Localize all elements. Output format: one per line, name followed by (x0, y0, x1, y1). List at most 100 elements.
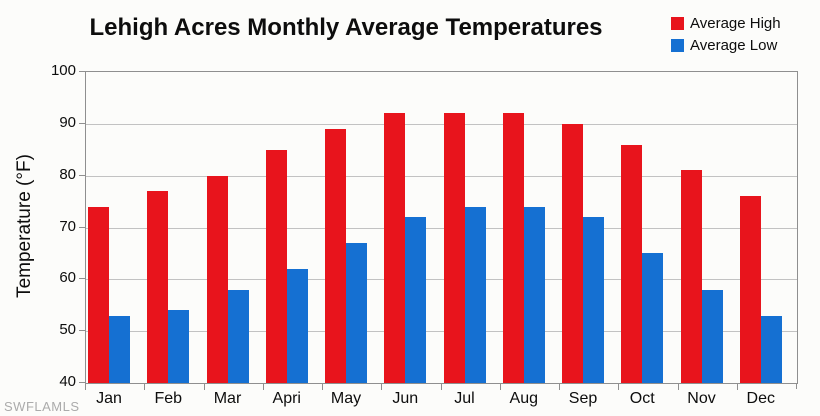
legend: Average High Average Low (671, 14, 781, 58)
x-axis-tick (559, 384, 560, 390)
x-tick-label-may: May (330, 390, 362, 407)
plot-area: Jan Feb Mar Apri May Jun Jul Aug Sep Oct Nov Dec (85, 71, 798, 407)
bar-group-feb: Feb (144, 72, 204, 407)
y-tick-mark-100 (79, 71, 85, 72)
legend-item-average-high: Average High (671, 14, 781, 32)
x-tick-label-apri: Apri (272, 390, 301, 407)
y-tick-mark-70 (79, 226, 85, 228)
x-axis-tick (381, 384, 383, 390)
bar-average-low-aug (523, 206, 545, 383)
bar-group-mar: Mar (203, 72, 264, 407)
x-axis-tick (499, 384, 501, 390)
bar-average-high-oct (621, 144, 643, 383)
y-tick-label-80: 80 (59, 165, 76, 183)
gridline-80 (86, 175, 797, 177)
x-axis-tick (262, 384, 264, 390)
x-axis-tick (618, 384, 620, 390)
bar-average-low-feb (168, 310, 190, 383)
bar-average-low-jan (109, 315, 130, 383)
gridline-90 (86, 123, 797, 125)
bar-average-low-oct (642, 253, 664, 383)
bar-group-nov: Nov (677, 72, 738, 407)
bar-average-high-aug (502, 113, 524, 383)
y-tick-mark-60 (79, 278, 85, 280)
x-tick-label-feb: Feb (154, 390, 183, 407)
x-tick-label-mar: Mar (213, 390, 242, 407)
bar-average-high-jun (384, 113, 406, 383)
bar-pair (502, 113, 545, 383)
y-tick-mark-40 (79, 382, 85, 383)
bar-pair (621, 144, 664, 383)
bar-average-low-nov (701, 289, 723, 383)
x-tick-label-sep: Sep (568, 390, 598, 407)
x-axis-tick (203, 384, 205, 390)
bar-group-jun: Jun (381, 72, 441, 407)
bar-average-high-jan (88, 206, 109, 383)
gridline-70 (86, 227, 797, 229)
bar-group-oct: Oct (618, 72, 678, 407)
bar-average-low-mar (227, 289, 249, 383)
bar-average-high-dec (739, 196, 761, 383)
legend-label-average-high: Average High (690, 14, 781, 32)
x-axis-tick (736, 384, 738, 390)
bar-group-may: May (322, 72, 382, 407)
bar-average-low-apri (286, 268, 308, 383)
x-tick-label-jan: Jan (96, 390, 122, 407)
bar-average-low-sep (583, 217, 604, 383)
x-tick-label-nov: Nov (687, 390, 716, 407)
bar-pair (680, 170, 723, 383)
y-tick-mark-80 (79, 174, 85, 176)
y-tick-label-100: 100 (50, 62, 76, 79)
x-tick-label-jun: Jun (392, 390, 419, 407)
bar-pair (147, 191, 190, 383)
gridline-50 (86, 331, 797, 333)
bar-group-aug: Aug (499, 72, 560, 407)
bar-average-high-mar (206, 175, 228, 383)
bar-average-low-dec (760, 315, 782, 383)
x-tick-label-jul: Jul (454, 390, 475, 407)
bar-average-high-nov (680, 170, 702, 383)
x-axis-tick (85, 384, 86, 390)
bar-group-dec: Dec (736, 72, 797, 407)
bar-average-high-jul (443, 113, 465, 383)
legend-label-average-low: Average Low (690, 36, 778, 54)
bar-group-jan: Jan (85, 72, 145, 407)
y-tick-mark-50 (79, 330, 85, 332)
bar-group-sep: Sep (559, 72, 619, 407)
gridline-60 (86, 279, 797, 281)
x-tick-label-oct: Oct (629, 390, 655, 407)
y-tick-mark-90 (79, 122, 85, 124)
legend-swatch-high-icon (671, 16, 684, 30)
bar-pair (739, 196, 782, 383)
y-tick-label-60: 60 (59, 269, 76, 287)
y-tick-label-90: 90 (59, 113, 76, 131)
bar-average-high-apri (265, 149, 287, 383)
bar-group-apri: Apri (262, 72, 323, 407)
x-tick-label-dec: Dec (746, 390, 775, 407)
x-axis-tick (677, 384, 679, 390)
bar-group-jul: Jul (440, 72, 501, 407)
bar-average-low-jul (464, 206, 486, 383)
legend-swatch-low-icon (671, 38, 684, 52)
x-axis-tick (322, 384, 323, 390)
bar-pair (265, 149, 308, 383)
legend-item-average-low: Average Low (671, 36, 781, 54)
bar-pair (325, 129, 367, 383)
bar-average-high-sep (562, 123, 583, 383)
x-axis-tick (440, 384, 442, 390)
watermark: SWFLAMLS (4, 399, 80, 414)
y-tick-label-50: 50 (59, 321, 76, 339)
x-axis-tick-end (796, 383, 797, 389)
chart-title: Lehigh Acres Monthly Average Temperature… (89, 14, 603, 41)
bar-average-high-may (325, 129, 346, 383)
x-axis-tick (144, 384, 146, 390)
bar-pair (206, 175, 249, 383)
bar-pair (562, 123, 604, 383)
bar-pair (384, 113, 427, 383)
bar-average-high-feb (147, 191, 169, 383)
bar-average-low-may (346, 243, 367, 383)
x-tick-label-aug: Aug (509, 390, 538, 407)
bar-pair (443, 113, 486, 383)
bar-pair (88, 206, 130, 383)
